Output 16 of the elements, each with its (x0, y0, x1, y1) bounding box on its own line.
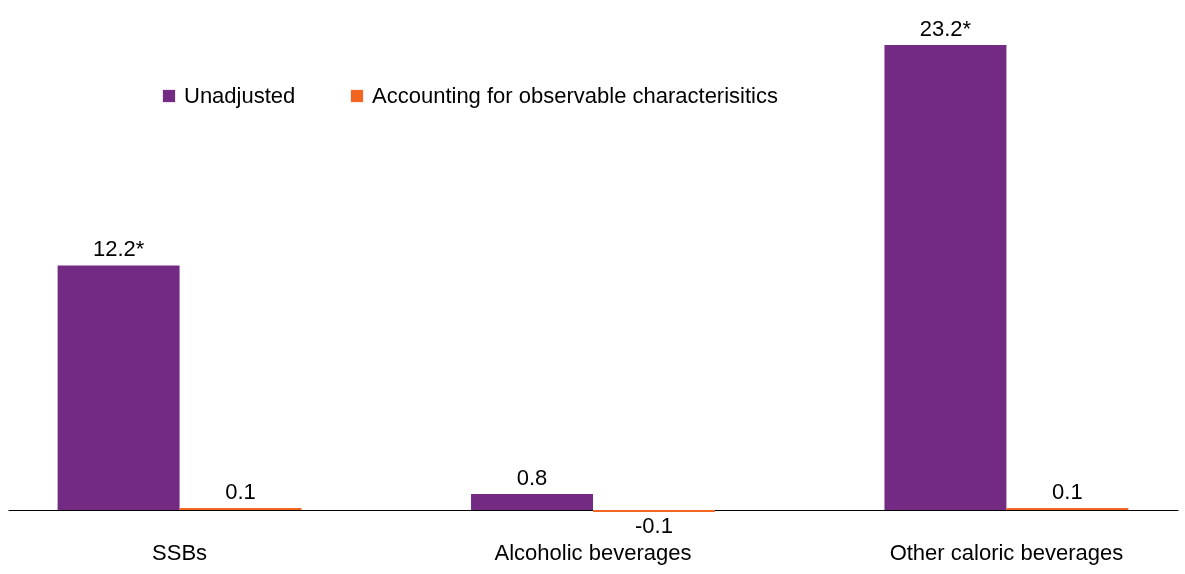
data-label: 12.2* (92, 236, 145, 262)
data-label: 0.1 (225, 478, 256, 504)
x-tick-label: Alcoholic beverages (494, 539, 692, 565)
bar (57, 265, 180, 510)
bar (884, 45, 1007, 510)
bar (1006, 507, 1129, 510)
data-label: 0.1 (1052, 478, 1083, 504)
x-tick-label: SSBs (152, 539, 208, 565)
x-tick-label: Other caloric beverages (889, 539, 1124, 565)
legend-label: Unadjusted (184, 83, 296, 108)
bar (179, 507, 302, 510)
data-label: 23.2* (919, 16, 972, 41)
legend-label: Accounting for observable characterisitics (372, 83, 778, 108)
data-label: -0.1 (635, 513, 673, 538)
bar (471, 493, 593, 510)
data-label: 0.8 (516, 464, 548, 490)
